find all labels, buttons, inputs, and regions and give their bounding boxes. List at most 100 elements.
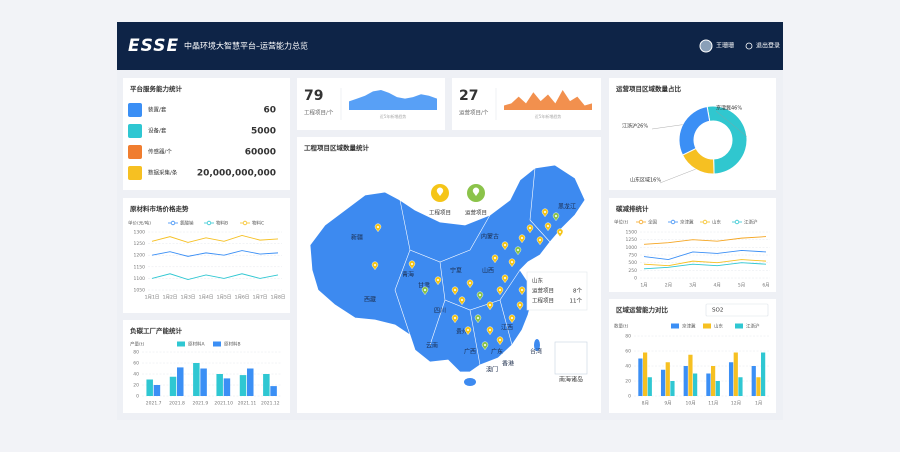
region-label: 云南: [426, 342, 438, 350]
region-label: 广东: [491, 348, 503, 356]
stat-value: 60000: [245, 148, 276, 158]
card-title: 负碳工厂产能统计: [130, 326, 183, 335]
series-line: [643, 262, 767, 270]
region-label: 香港: [502, 360, 514, 368]
bar: [270, 386, 277, 396]
stat-icon: [128, 124, 142, 138]
x-tick-label: 2021.9: [192, 401, 208, 407]
legend-label: 京津冀: [680, 219, 694, 226]
dropdown[interactable]: [705, 303, 769, 317]
y-tick-label: 1250: [626, 237, 638, 243]
legend-label: 物料C: [252, 220, 264, 227]
legend-swatch: [735, 323, 743, 329]
region-label: 黑龙江: [558, 203, 576, 211]
y-tick-label: 1250: [134, 241, 146, 247]
legend-label: 山东: [714, 323, 723, 330]
bar: [660, 369, 666, 396]
map-legend-label: 工程项目: [429, 209, 451, 217]
avatar[interactable]: [699, 39, 713, 53]
y-tick-label: 1100: [134, 276, 146, 282]
map-pin-dot: [436, 278, 440, 282]
legend-dot: [206, 220, 212, 226]
region-label: 广西: [464, 348, 476, 356]
map-pin-dot: [520, 288, 524, 292]
map-pin-dot: [498, 338, 502, 342]
y-tick-label: 60: [133, 361, 139, 367]
y-tick-label: 0: [634, 276, 637, 282]
x-tick-label: 1月1日: [145, 295, 160, 301]
y-axis-label: 单价(元/吨): [128, 220, 151, 227]
legend-label: 江浙沪: [744, 219, 758, 226]
bar: [146, 379, 153, 396]
legend-swatch: [213, 341, 221, 347]
bar: [177, 367, 184, 396]
donut-segment: [678, 105, 711, 156]
x-tick-label: 1月8日: [271, 295, 286, 301]
bar: [710, 366, 716, 396]
x-tick-label: 2021.7: [146, 401, 162, 407]
card-title: 运营项目区域数量占比: [616, 84, 682, 93]
stat-value: 20,000,000,000: [197, 169, 276, 179]
bar: [693, 373, 698, 396]
kpi-value: 27: [459, 88, 478, 104]
map-pin-dot: [558, 230, 562, 234]
x-tick-label: 1月5日: [217, 295, 232, 301]
x-tick-label: 5月: [738, 283, 745, 289]
tooltip-value: 11个: [570, 298, 583, 305]
pie-label: 京津冀46%: [716, 105, 742, 112]
bar: [216, 374, 223, 396]
hainan: [464, 378, 476, 386]
header-title: 中晶环境大智慧平台–运营能力总览: [184, 41, 308, 51]
map-pin-dot: [453, 288, 457, 292]
bar: [706, 373, 711, 396]
map-pin-dot: [466, 328, 470, 332]
tooltip-value: 8个: [573, 288, 582, 295]
y-tick-label: 0: [628, 394, 631, 400]
kpi-label: 工程项目/个: [304, 109, 334, 117]
y-tick-label: 80: [133, 350, 139, 356]
x-tick-label: 1月3日: [181, 295, 196, 301]
logout-icon[interactable]: [745, 42, 753, 50]
map-pin-dot: [498, 288, 502, 292]
series-line: [151, 273, 279, 281]
pie-label: 山东区域16%: [630, 177, 661, 184]
logout[interactable]: 退出登录: [756, 42, 780, 50]
stat-icon: [128, 145, 142, 159]
y-tick-label: 1050: [134, 288, 146, 294]
bar: [200, 368, 207, 396]
map-pin-dot: [510, 316, 514, 320]
tooltip-title: 山东: [532, 277, 544, 285]
x-tick-label: 1月7日: [253, 295, 268, 301]
x-tick-label: 2月: [665, 283, 672, 289]
y-tick-label: 60: [625, 349, 631, 355]
y-axis-label: 数量(t): [614, 323, 629, 330]
map-pin-dot: [554, 214, 558, 218]
y-tick-label: 250: [628, 268, 637, 274]
y-tick-label: 500: [628, 260, 637, 266]
user-name[interactable]: 王珊珊: [716, 43, 734, 50]
map-pin-dot: [488, 303, 492, 307]
sparkline-note: 近5年新增趋势: [535, 113, 562, 119]
province-borders: [394, 167, 551, 366]
map-pin-dot: [468, 281, 472, 285]
region-label: 山西: [482, 267, 494, 275]
card-title: 区域运营能力对比: [616, 305, 669, 314]
series-line: [643, 249, 767, 261]
map-pin-dot: [474, 189, 478, 193]
region-label: 四川: [434, 308, 446, 315]
leader-line: [651, 124, 683, 130]
region-label: 贵州: [456, 328, 468, 336]
sparkline-area: [349, 90, 437, 110]
x-tick-label: 12月: [731, 401, 741, 407]
series-line: [643, 259, 767, 267]
stat-value: 60: [263, 106, 276, 116]
region-label: 内蒙古: [481, 233, 499, 241]
bar: [715, 381, 720, 396]
stat-label: 传感器/个: [148, 148, 172, 156]
region-label: 西藏: [364, 296, 376, 304]
bar: [247, 368, 254, 396]
series-line: [151, 235, 279, 243]
legend-label: 原材料B: [224, 341, 241, 348]
dropdown-value[interactable]: SO2: [712, 308, 723, 314]
